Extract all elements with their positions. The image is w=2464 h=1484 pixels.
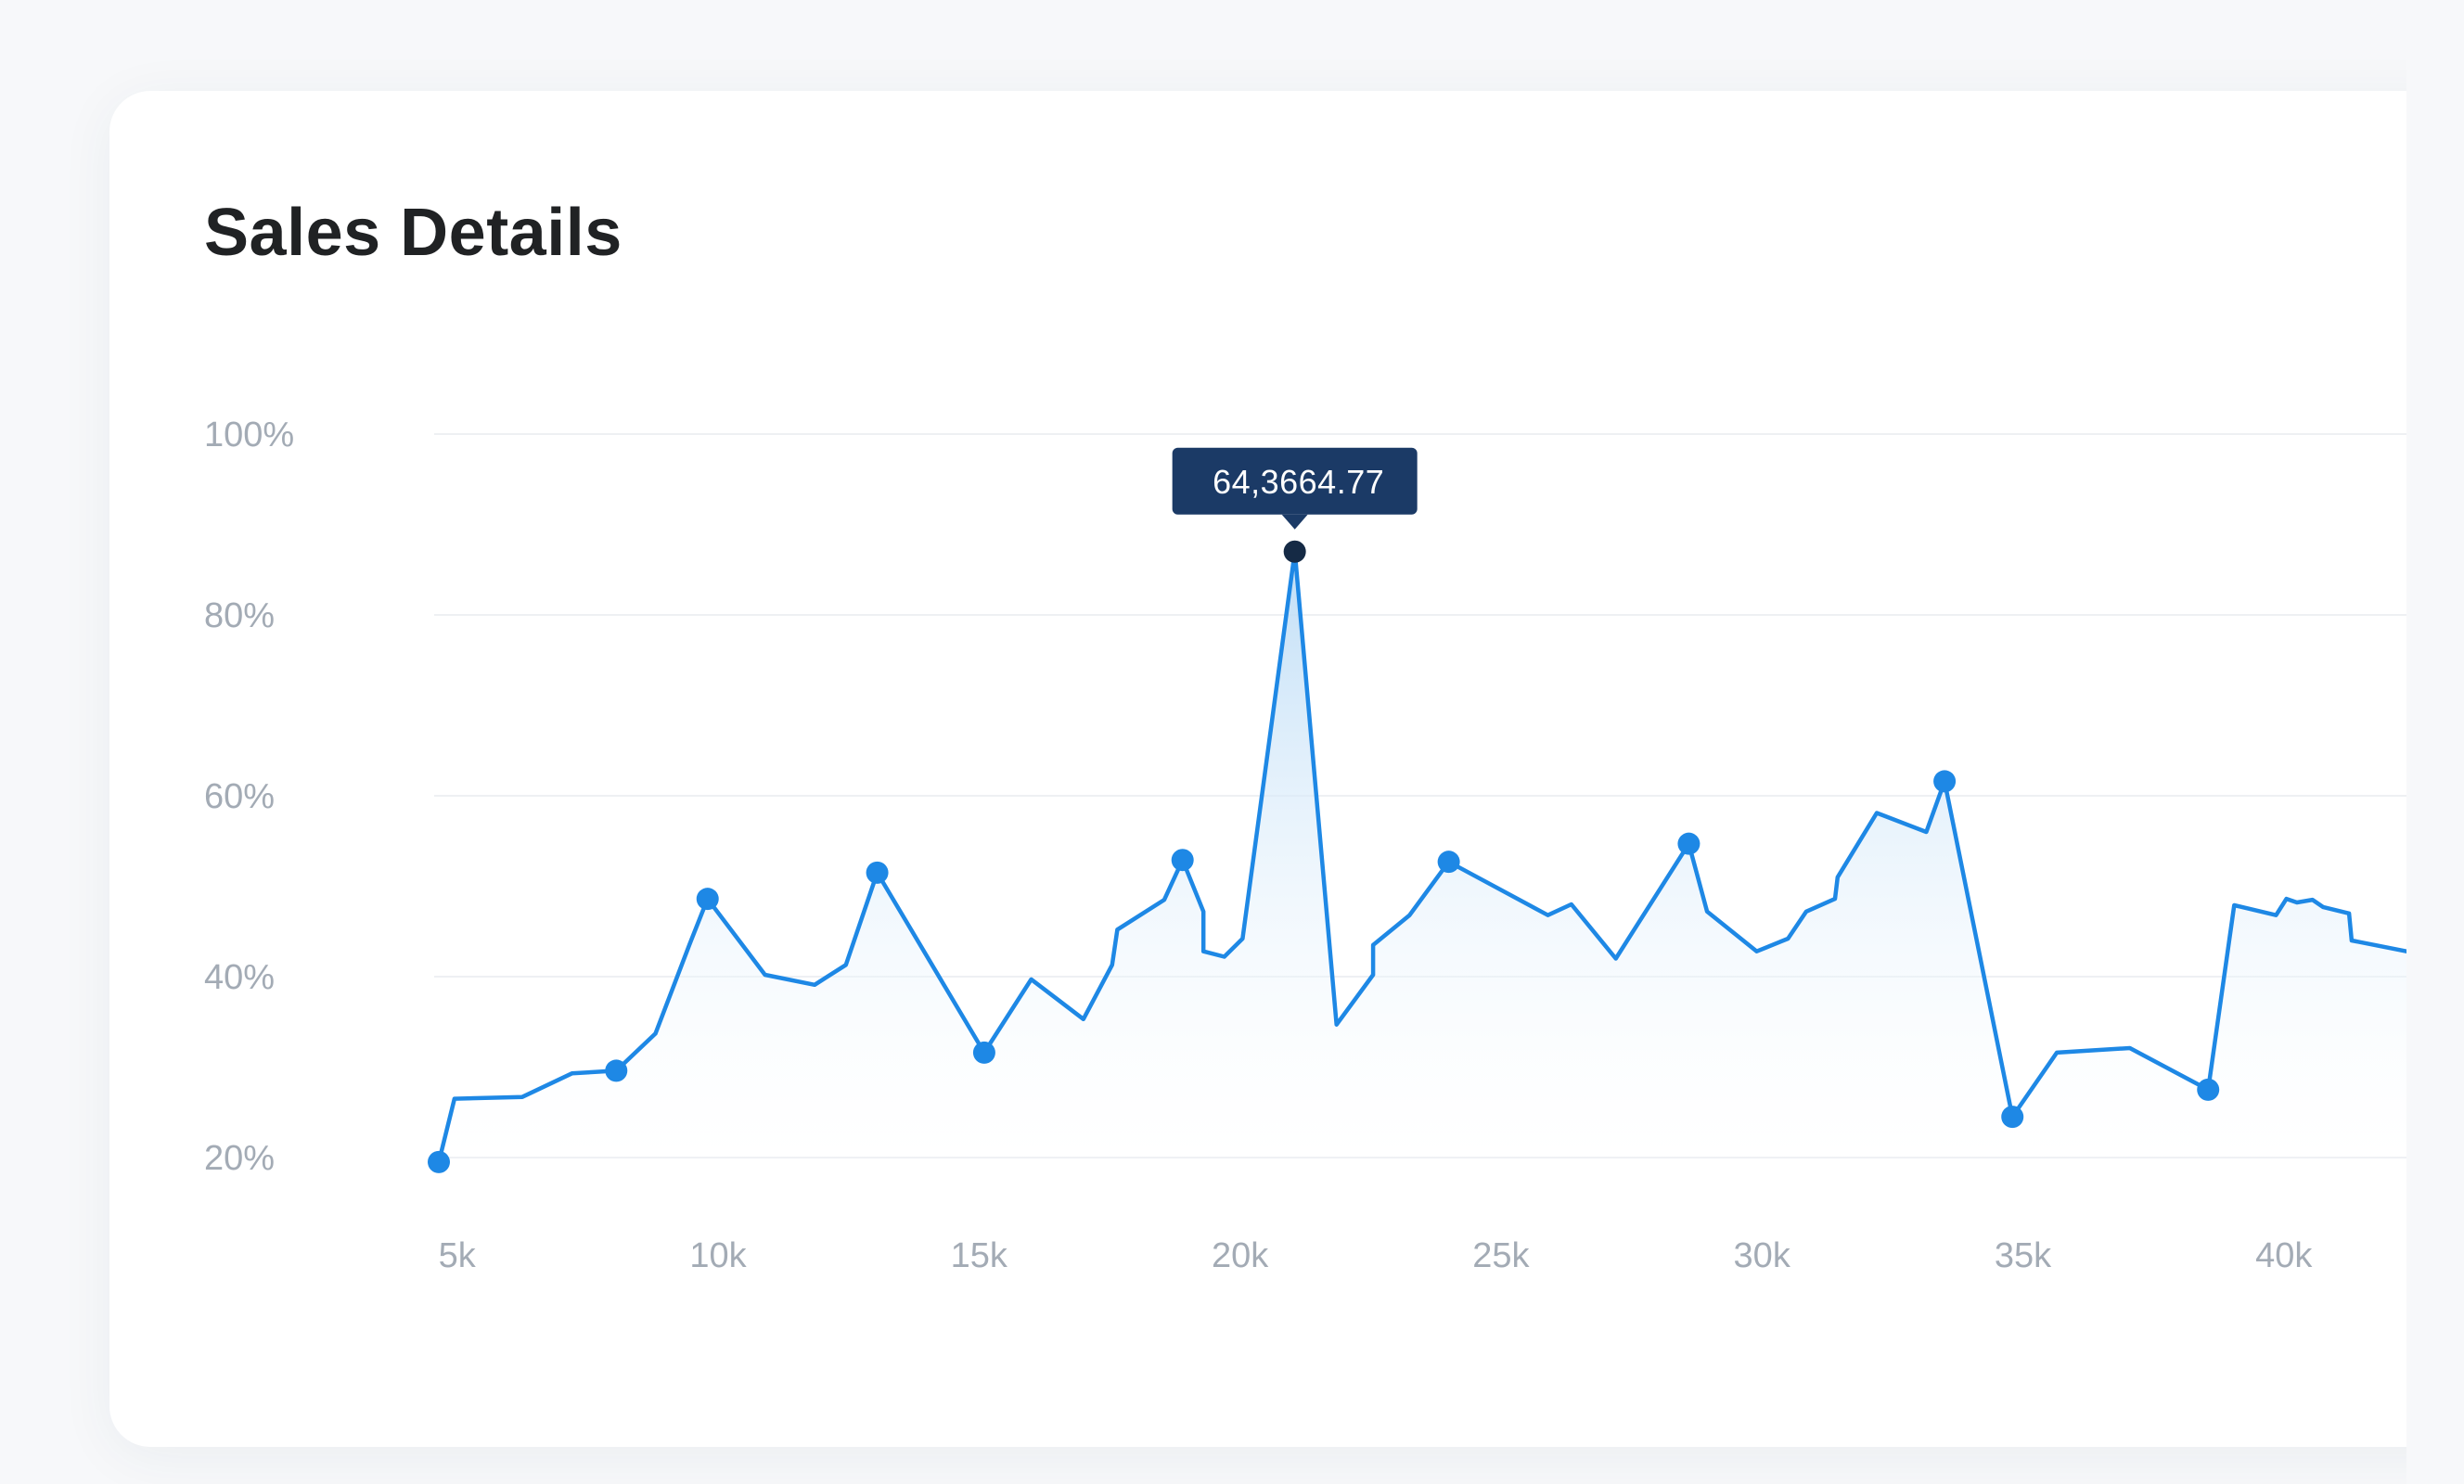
x-tick-label: 15k: [951, 1236, 1008, 1275]
card-title: Sales Details: [204, 196, 622, 270]
tooltip-value: 64,3664.77: [1213, 463, 1384, 501]
tooltip: 64,3664.77: [1172, 447, 1418, 530]
y-axis-ticks: 20% 40% 60% 80% 100%: [204, 416, 294, 1178]
y-tick-label: 60%: [204, 777, 275, 816]
data-point-marker[interactable]: [605, 1059, 628, 1082]
x-tick-label: 5k: [439, 1236, 477, 1275]
data-point-marker[interactable]: [1933, 770, 1957, 793]
active-data-point[interactable]: [1283, 540, 1306, 563]
x-axis-ticks: 5k 10k 15k 20k 25k 30k 35k 40k: [439, 1236, 2314, 1275]
y-tick-label: 20%: [204, 1139, 275, 1178]
data-markers: [428, 540, 2220, 1173]
x-tick-label: 30k: [1734, 1236, 1791, 1275]
data-point-marker[interactable]: [2197, 1078, 2220, 1101]
tooltip-box: [1172, 447, 1418, 515]
data-point-marker[interactable]: [1677, 832, 1700, 855]
data-point-marker[interactable]: [1171, 849, 1194, 872]
x-tick-label: 25k: [1472, 1236, 1530, 1275]
data-point-marker[interactable]: [866, 861, 889, 884]
x-tick-label: 10k: [689, 1236, 747, 1275]
x-tick-label: 40k: [2255, 1236, 2313, 1275]
x-tick-label: 35k: [1995, 1236, 2052, 1275]
x-tick-label: 20k: [1212, 1236, 1269, 1275]
data-point-marker[interactable]: [428, 1150, 450, 1173]
data-point-marker[interactable]: [696, 888, 719, 911]
y-tick-label: 100%: [204, 416, 294, 454]
data-point-marker[interactable]: [1437, 851, 1460, 874]
data-point-marker[interactable]: [2001, 1106, 2024, 1129]
y-tick-label: 40%: [204, 958, 275, 997]
tooltip-pointer: [1281, 514, 1308, 530]
y-tick-label: 80%: [204, 596, 275, 635]
data-point-marker[interactable]: [972, 1041, 995, 1064]
right-edge-clip: [2406, 0, 2464, 1484]
area-fill: [439, 551, 2406, 1162]
